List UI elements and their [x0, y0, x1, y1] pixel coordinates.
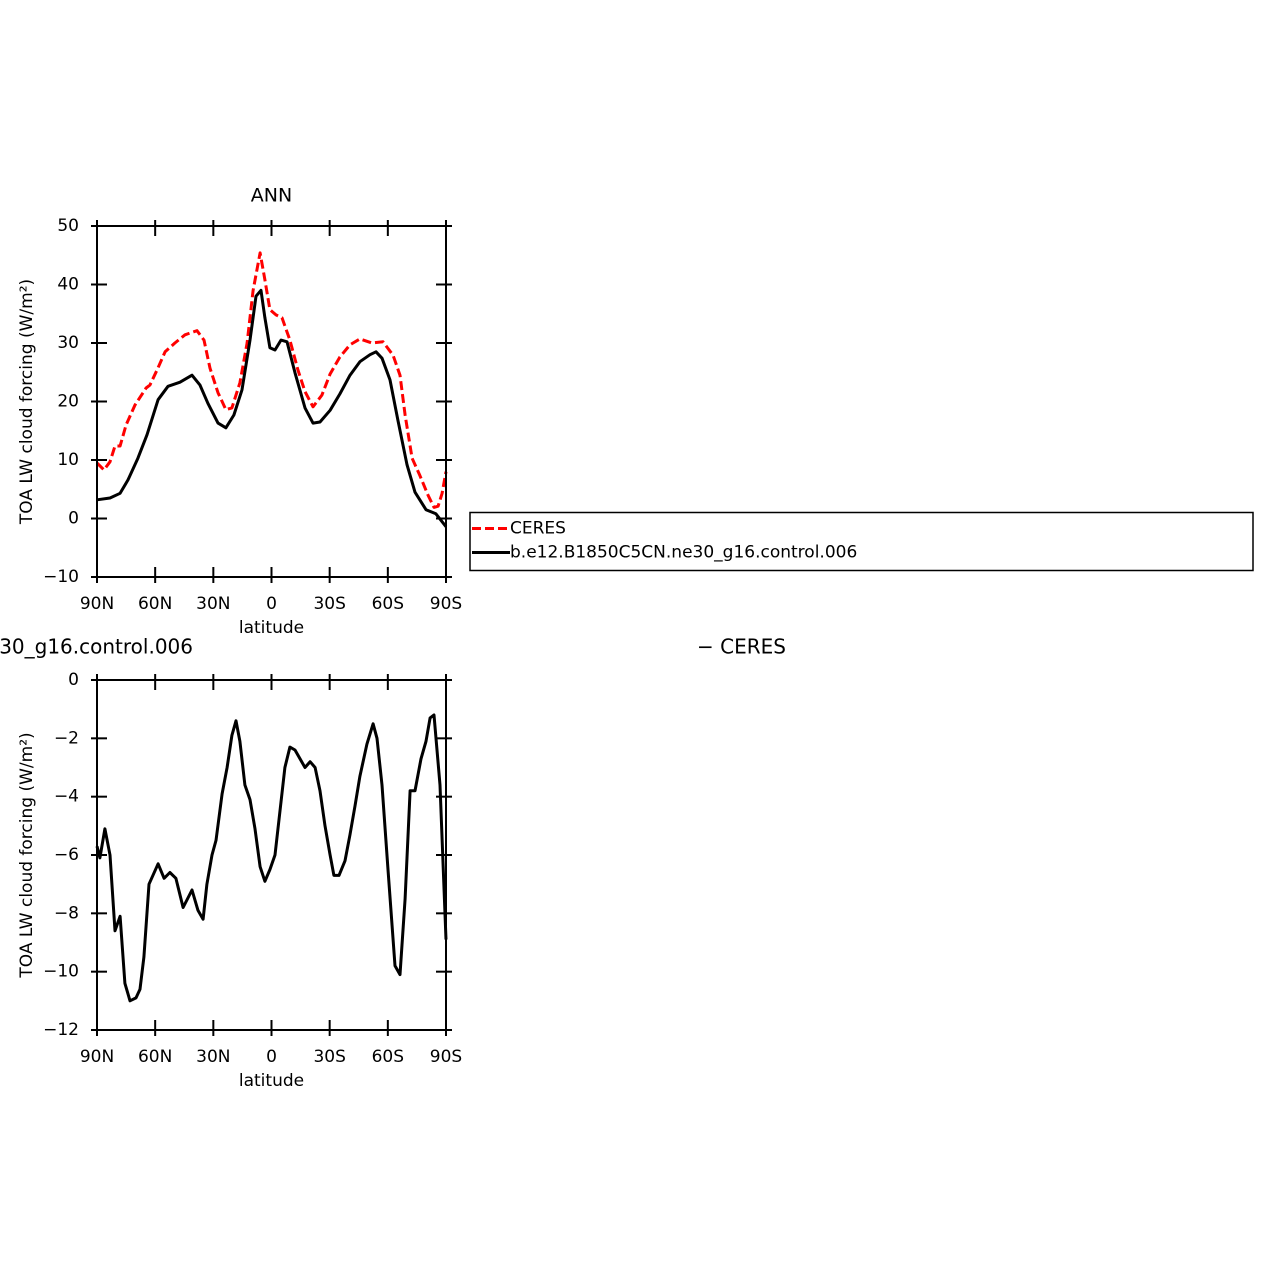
y-tick-label: 0	[68, 509, 79, 529]
y-tick-label: 40	[57, 275, 79, 295]
x-tick-label: 90S	[430, 594, 462, 614]
x-tick-label: 0	[266, 1047, 277, 1067]
x-tick-label: 30N	[196, 1047, 230, 1067]
x-tick-label: 90N	[80, 1047, 114, 1067]
x-tick-label: 90N	[80, 594, 114, 614]
y-axis-label: TOA LW cloud forcing (W/m²)	[17, 279, 37, 525]
x-tick-label: 60N	[138, 1047, 172, 1067]
legend-label: b.e12.B1850C5CN.ne30_g16.control.006	[510, 543, 857, 563]
y-tick-label: −10	[43, 962, 79, 982]
data-line	[96, 288, 448, 528]
x-tick-label: 90S	[430, 1047, 462, 1067]
y-axis-label: TOA LW cloud forcing (W/m²)	[17, 732, 37, 978]
chart-title: b.e12.B1850C5CN.ne30_g16.control.006	[0, 635, 193, 659]
y-tick-label: −4	[54, 787, 79, 807]
x-axis-label: latitude	[239, 1071, 304, 1091]
data-line	[95, 251, 448, 509]
legend-label: CERES	[510, 519, 566, 539]
x-tick-label: 60S	[372, 1047, 404, 1067]
x-tick-label: 30N	[196, 594, 230, 614]
y-tick-label: 30	[57, 333, 79, 353]
legend: CERES b.e12.B1850C5CN.ne30_g16.control.00…	[469, 511, 1254, 572]
data-line	[95, 713, 448, 1003]
x-tick-label: 30S	[313, 594, 345, 614]
chart-title: ANN	[251, 185, 292, 207]
legend-box	[469, 511, 1254, 572]
y-tick-label: −2	[54, 728, 79, 748]
x-tick-label: 30S	[313, 1047, 345, 1067]
plot-frame	[96, 679, 447, 1031]
x-tick-label: 60N	[138, 594, 172, 614]
y-tick-label: −12	[43, 1020, 79, 1040]
y-tick-label: 50	[57, 216, 79, 236]
x-tick-label: 0	[266, 594, 277, 614]
y-tick-label: 20	[57, 392, 79, 412]
chart-title-suffix: − CERES	[697, 635, 786, 659]
plot: ANN −10 0 10 20 30 40 50 90N 60N 30N 0 30S 60S 90S lati…	[17, 185, 1254, 638]
y-tick-label: 0	[68, 670, 79, 690]
y-tick-label: −10	[43, 567, 79, 587]
y-tick-label: 10	[57, 450, 79, 470]
x-tick-label: 60S	[372, 594, 404, 614]
y-tick-label: −8	[54, 903, 79, 923]
x-axis-label: latitude	[239, 618, 304, 638]
y-tick-label: −6	[54, 845, 79, 865]
plot: b.e12.B1850C5CN.ne30_g16.control.006 − CE…	[0, 635, 786, 1092]
